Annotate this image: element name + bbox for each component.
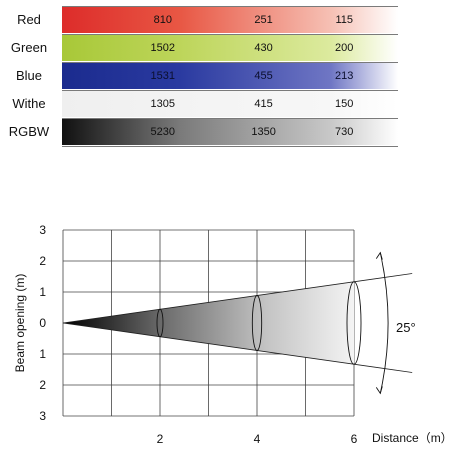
color-bar-blue: 1531 455 213 bbox=[62, 63, 398, 89]
color-bar-white: 1305 415 150 bbox=[62, 91, 398, 117]
y-tick-label: 2 bbox=[39, 378, 46, 392]
lux-row-white: Withe 1305 415 150 bbox=[0, 91, 452, 117]
y-tick-labels: 3 2 1 0 1 2 3 bbox=[39, 223, 46, 423]
table-rule bbox=[62, 62, 398, 63]
beam-cross-sections bbox=[156, 281, 362, 365]
x-axis-label: Distance（m） bbox=[372, 431, 452, 445]
lux-value: 150 bbox=[335, 98, 354, 110]
row-label: Red bbox=[17, 12, 41, 27]
lux-value: 730 bbox=[335, 126, 354, 138]
lux-value: 1305 bbox=[150, 98, 176, 110]
beam-cross-section bbox=[156, 308, 164, 338]
y-tick-label: 3 bbox=[39, 409, 46, 423]
y-tick-label: 0 bbox=[39, 316, 46, 330]
beam-cone bbox=[63, 281, 354, 365]
x-tick-labels: 2 4 6 bbox=[157, 432, 358, 446]
lux-value: 200 bbox=[335, 42, 354, 54]
y-axis-label: Beam opening (m) bbox=[13, 274, 27, 373]
lux-value: 455 bbox=[254, 70, 273, 82]
lux-value: 5230 bbox=[150, 126, 176, 138]
lux-value: 430 bbox=[254, 42, 273, 54]
lux-row-green: Green 1502 430 200 bbox=[0, 35, 452, 61]
y-tick-label: 2 bbox=[39, 254, 46, 268]
lux-value: 115 bbox=[335, 14, 354, 26]
beam-angle-label: 25° bbox=[396, 320, 416, 335]
lux-value: 1502 bbox=[150, 42, 176, 54]
color-bar-red: 810 251 115 bbox=[62, 7, 398, 33]
lux-row-blue: Blue 1531 455 213 bbox=[0, 63, 452, 89]
lux-value: 1350 bbox=[251, 126, 276, 138]
row-label: Blue bbox=[15, 68, 43, 83]
lux-value: 213 bbox=[335, 70, 354, 82]
lux-value: 1531 bbox=[150, 70, 176, 82]
angle-arc-arrow-top bbox=[375, 251, 383, 260]
x-tick-label: 4 bbox=[254, 432, 261, 446]
lux-value: 810 bbox=[153, 14, 172, 26]
table-rule bbox=[62, 6, 398, 7]
table-rule bbox=[62, 90, 398, 91]
y-tick-label: 3 bbox=[39, 223, 46, 237]
angle-arc bbox=[375, 251, 389, 395]
lux-value: 251 bbox=[254, 14, 273, 26]
row-label: RGBW bbox=[8, 124, 50, 139]
y-tick-label: 1 bbox=[39, 347, 46, 361]
lux-value: 415 bbox=[254, 98, 273, 110]
table-rule bbox=[62, 34, 398, 35]
lux-row-rgbw: RGBW 5230 1350 730 bbox=[0, 119, 452, 145]
row-label: Withe bbox=[12, 96, 46, 111]
lux-row-red: Red 810 251 115 bbox=[0, 7, 452, 33]
y-tick-label: 1 bbox=[39, 285, 46, 299]
color-bar-green: 1502 430 200 bbox=[62, 35, 398, 61]
x-tick-label: 6 bbox=[351, 432, 358, 446]
angle-arc-curve bbox=[379, 252, 389, 394]
lux-table: Red 810 251 115 Green 1502 430 200 Blue … bbox=[0, 0, 452, 150]
x-tick-label: 2 bbox=[157, 432, 164, 446]
row-label: Green bbox=[10, 40, 48, 55]
color-bar-rgbw: 5230 1350 730 bbox=[62, 119, 398, 145]
beam-cross-section bbox=[251, 295, 263, 351]
table-rule bbox=[62, 118, 398, 119]
beam-cross-section bbox=[346, 281, 362, 365]
angle-arc-arrow-bottom bbox=[375, 386, 383, 395]
table-rule bbox=[62, 146, 398, 147]
